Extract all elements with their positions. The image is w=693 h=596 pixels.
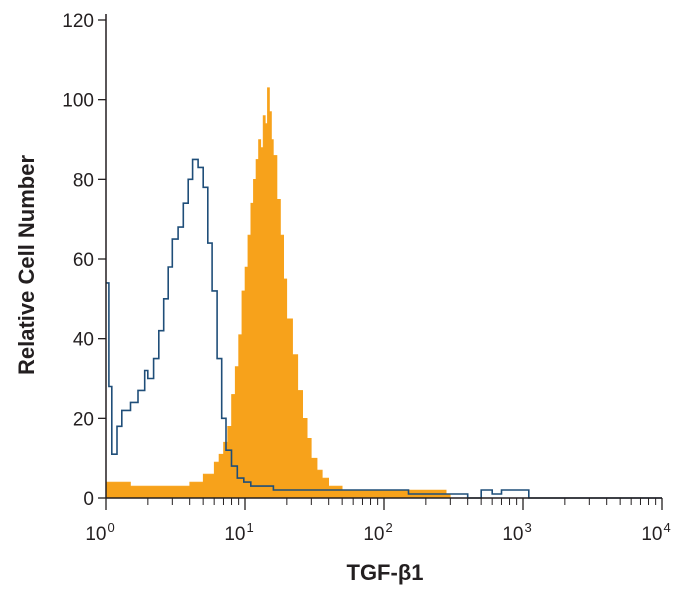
y-tick-label: 40 xyxy=(73,330,94,351)
y-tick-label: 0 xyxy=(83,489,94,510)
x-tick-label: 104 xyxy=(641,520,670,545)
x-tick-label: 100 xyxy=(85,520,114,545)
series-filled xyxy=(105,87,662,499)
series-area xyxy=(105,87,662,499)
y-tick-label: 100 xyxy=(62,91,94,112)
x-axis-title: TGF-β1 xyxy=(347,560,424,585)
plot-area xyxy=(105,87,662,499)
series-outline xyxy=(106,158,662,499)
y-tick-label: 20 xyxy=(73,409,94,430)
y-axis-title: Relative Cell Number xyxy=(14,155,39,376)
y-tick-label: 120 xyxy=(62,11,94,32)
series-line xyxy=(106,158,662,499)
x-tick-label: 102 xyxy=(363,520,392,545)
x-tick-label: 103 xyxy=(502,520,531,545)
x-tick-label: 101 xyxy=(224,520,253,545)
y-tick-label: 80 xyxy=(73,170,94,191)
y-tick-label: 60 xyxy=(73,250,94,271)
axes: 0 20 40 60 80 100 120 100 101 102 103 104 xyxy=(62,11,670,545)
